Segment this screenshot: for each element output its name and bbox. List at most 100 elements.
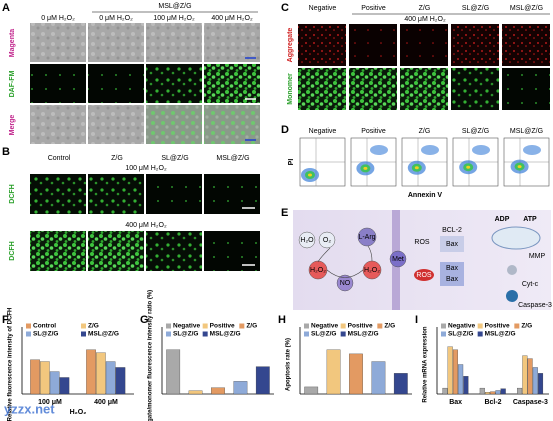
bar [490, 391, 496, 395]
bar [349, 353, 363, 395]
legend-label: SL@Z/G [173, 331, 198, 338]
micrograph [30, 231, 86, 271]
group-header: MSL@Z/G [158, 3, 191, 10]
micrograph [30, 174, 86, 214]
molecule [298, 231, 316, 249]
column-header: 0 μM H₂O₂ [99, 15, 133, 22]
bar [188, 390, 203, 395]
legend-swatch [377, 323, 383, 329]
diagram-label: Met [392, 256, 404, 263]
x-tick-label: Bax [449, 399, 462, 406]
diagram-label: Caspase-3 [518, 302, 552, 309]
bar [532, 367, 538, 395]
bar [495, 390, 501, 395]
column-header: Positive [361, 128, 386, 135]
micrograph [400, 24, 448, 66]
column-header: Z/G [419, 5, 431, 12]
panel-letter: G [140, 314, 149, 326]
column-header: 0 μM H₂O₂ [41, 15, 75, 22]
micrograph [502, 68, 550, 110]
diagram-label: MMP [529, 253, 546, 260]
legend-label: MSL@Z/G [348, 331, 379, 338]
legend-label: MSL@Z/G [485, 331, 516, 338]
bar [255, 366, 270, 395]
y-axis-label: Apoptosis rate (%) [286, 338, 292, 391]
legend-swatch [166, 331, 171, 337]
bar [326, 349, 341, 395]
cell-cloud [466, 165, 471, 169]
ros [414, 269, 434, 281]
legend-label: SL@Z/G [448, 331, 473, 338]
diagram-label: H₂O₂ [310, 267, 326, 274]
micrograph [204, 23, 260, 62]
column-header: Z/G [419, 128, 431, 135]
legend-swatch [26, 331, 31, 337]
y-axis-label: Relative mRNA expression [423, 326, 429, 402]
legend-swatch [477, 323, 483, 329]
legend-label: Z/G [88, 323, 99, 330]
row-label: Monomer [287, 73, 294, 105]
panel-letter: I [415, 314, 418, 326]
bar [49, 371, 60, 395]
diagram-label: ROS [414, 239, 430, 246]
panel-letter: F [2, 314, 9, 326]
diagram-label: H₂O₂ [364, 267, 380, 274]
cyt-c [507, 265, 517, 275]
micrograph [146, 105, 202, 144]
micrograph [400, 68, 448, 110]
micrograph [146, 174, 202, 214]
legend-label: SL@Z/G [311, 331, 336, 338]
x-tick-label: Bcl-2 [484, 399, 501, 406]
bar [211, 387, 225, 395]
column-header: MSL@Z/G [510, 128, 543, 135]
micrograph [298, 24, 346, 66]
watermark: yzzx.net [4, 401, 55, 416]
legend-swatch [441, 323, 446, 329]
bar [96, 352, 106, 395]
bar [40, 361, 50, 395]
row-label: Magenta [9, 29, 16, 58]
diagram-label: Bax [446, 265, 459, 272]
column-header: Z/G [111, 155, 123, 162]
condition-label: 100 μM H₂O₂ [125, 165, 167, 172]
diagram-label: ATP [523, 216, 537, 223]
x-tick-label: Caspase-3 [513, 399, 548, 406]
x-axis-label: H₂O₂ [70, 409, 87, 416]
micrograph [451, 68, 499, 110]
cell-cloud [363, 166, 368, 170]
diagram-label: H₂O [300, 237, 314, 244]
micrograph [204, 64, 260, 103]
diagram-label: BCL-2 [442, 227, 462, 234]
micrograph [30, 64, 86, 103]
legend-label: Positive [348, 323, 373, 330]
micrograph [451, 24, 499, 66]
column-header: Positive [361, 5, 386, 12]
panel-letter: A [2, 2, 10, 14]
micrograph [88, 105, 144, 144]
legend-label: Negative [173, 323, 200, 330]
legend-swatch [202, 331, 208, 337]
condition-label: 400 μM H₂O₂ [404, 16, 446, 23]
column-header: SL@Z/G [161, 155, 188, 162]
cell-cloud [472, 145, 490, 155]
legend-swatch [441, 331, 446, 337]
micrograph [298, 68, 346, 110]
row-label: Merge [9, 115, 16, 136]
cell-cloud [517, 165, 522, 169]
diagram-label: ADP [495, 216, 510, 223]
diagram-label: ROS [416, 272, 432, 279]
bar [59, 377, 70, 395]
row-label: Aggregate [287, 28, 294, 63]
bar [458, 364, 464, 395]
legend-swatch [81, 323, 86, 329]
molecule [318, 231, 336, 249]
bar [447, 346, 453, 395]
legend-label: MSL@Z/G [210, 331, 241, 338]
micrograph [502, 24, 550, 66]
column-header: Control [48, 155, 71, 162]
legend-label: Negative [311, 323, 338, 330]
column-header: MSL@Z/G [510, 5, 543, 12]
row-label: DCFH [9, 184, 16, 203]
micrograph [146, 23, 202, 62]
bar [105, 361, 116, 395]
